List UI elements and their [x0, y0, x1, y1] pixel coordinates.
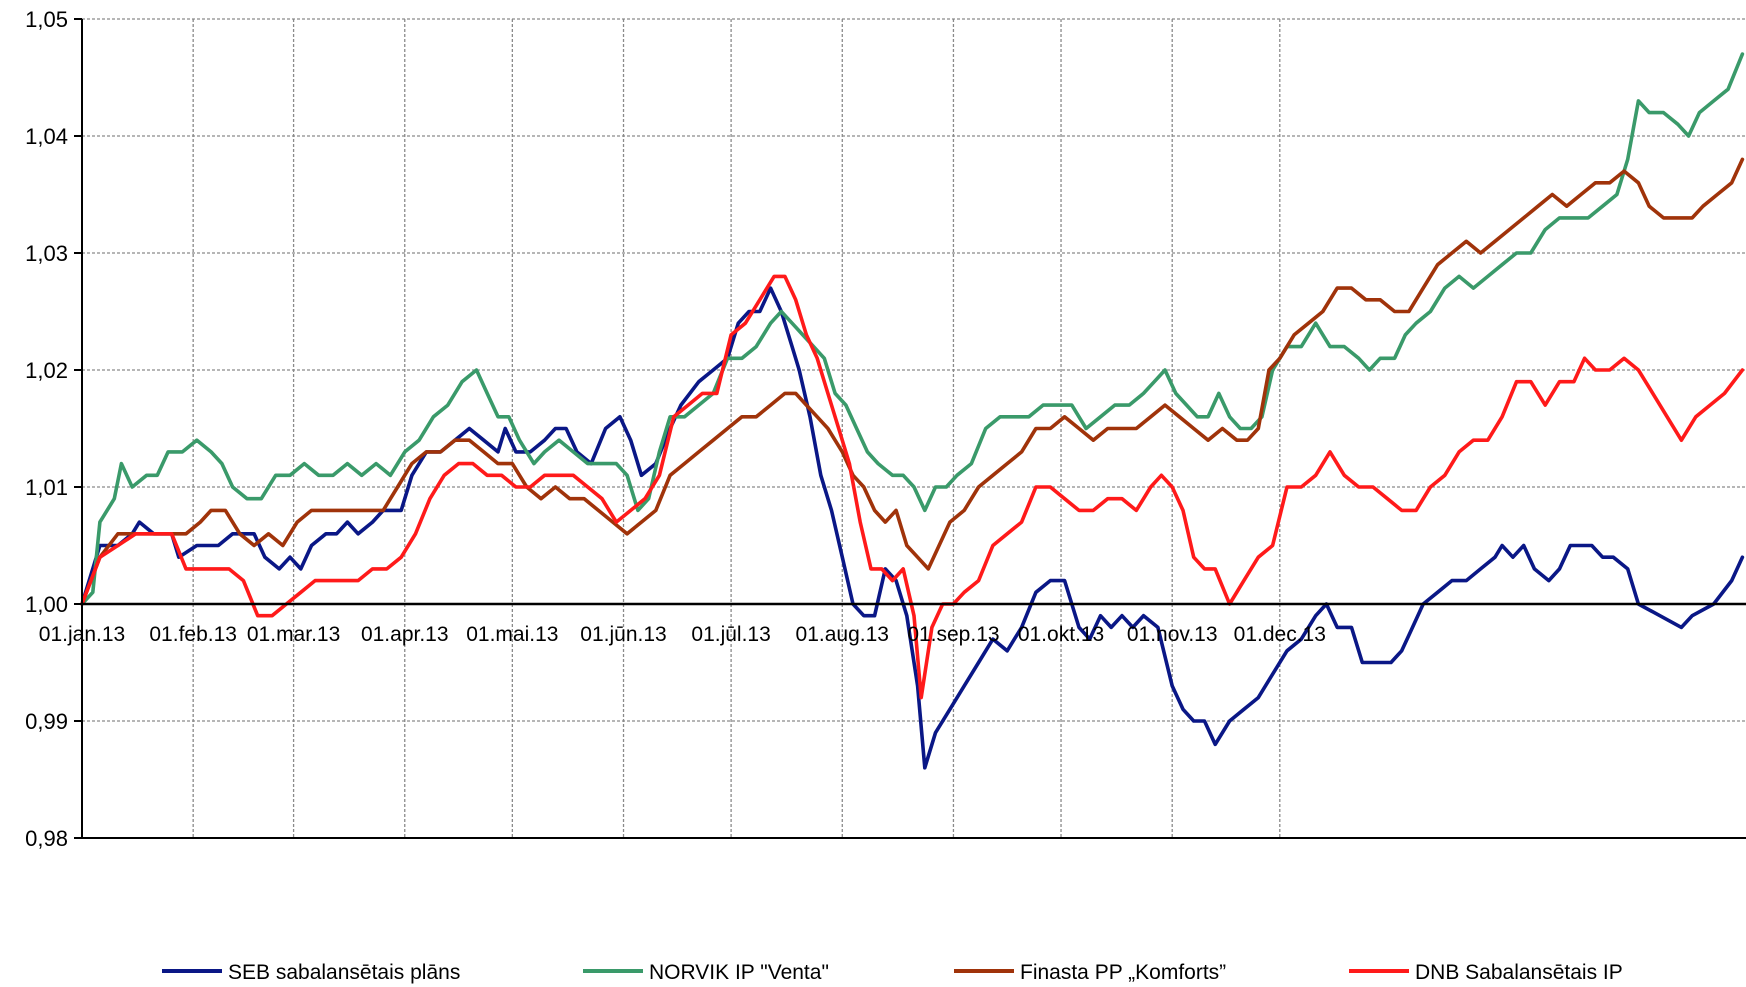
x-tick-label: 01.sep.13: [907, 623, 999, 646]
y-tick-label: 1,02: [25, 358, 68, 383]
y-tick-label: 1,00: [25, 592, 68, 617]
x-tick-label: 01.mar.13: [247, 623, 340, 646]
legend: SEB sabalansētais plāns NORVIK IP "Venta"…: [162, 961, 1623, 984]
y-tick-label: 0,99: [25, 709, 68, 734]
legend-label: Finasta PP „Komforts”: [1020, 961, 1226, 984]
x-axis-tick-labels: 01.jan.13 01.feb.13 01.mar.13 01.apr.13 01.m…: [39, 623, 1326, 646]
y-tick-label: 1,04: [25, 124, 68, 149]
y-tick-label: 1,01: [25, 475, 68, 500]
x-tick-label: 01.mai.13: [466, 623, 558, 646]
x-tick-label: 01.aug.13: [796, 623, 889, 646]
series-line-0: [82, 288, 1742, 768]
x-tick-label: 01.dec.13: [1234, 623, 1326, 646]
legend-label: NORVIK IP "Venta": [649, 961, 829, 984]
x-tick-label: 01.feb.13: [149, 623, 237, 646]
x-tick-label: 01.apr.13: [361, 623, 449, 646]
x-tick-label: 01.okt.13: [1018, 623, 1104, 646]
y-axis-tick-labels: 1,05 1,04 1,03 1,02 1,01 1,00 0,99 0,98: [25, 7, 68, 851]
x-tick-label: 01.nov.13: [1127, 623, 1218, 646]
x-tick-label: 01.jūl.13: [691, 623, 770, 646]
x-tick-label: 01.jūn.13: [580, 623, 666, 646]
y-tick-label: 1,05: [25, 7, 68, 32]
legend-label: DNB Sabalansētais IP: [1415, 961, 1623, 984]
series-lines: [82, 54, 1742, 768]
series-line-2: [82, 159, 1742, 604]
x-tick-label: 01.jan.13: [39, 623, 125, 646]
legend-label: SEB sabalansētais plāns: [228, 961, 460, 984]
y-tick-label: 0,98: [25, 826, 68, 851]
y-tick-label: 1,03: [25, 241, 68, 266]
